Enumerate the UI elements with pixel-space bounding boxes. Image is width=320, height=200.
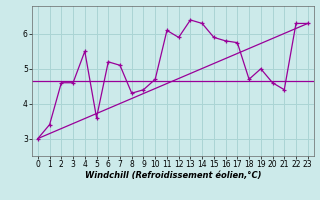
X-axis label: Windchill (Refroidissement éolien,°C): Windchill (Refroidissement éolien,°C) — [84, 171, 261, 180]
